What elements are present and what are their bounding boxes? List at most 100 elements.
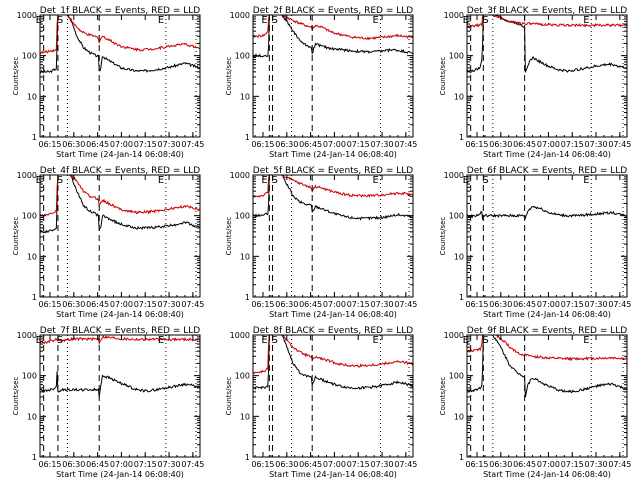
x-tick-label: 06:30: [62, 300, 85, 309]
y-tick-label: 1: [245, 133, 250, 142]
x-axis-label: Start Time (24-Jan-14 06:08:40): [269, 470, 397, 479]
chart-title: Det_9f BLACK = Events, RED = LLD: [467, 326, 627, 336]
marker-label: E: [158, 175, 164, 186]
marker-label: E: [158, 335, 164, 346]
x-tick-label: 07:15: [134, 460, 157, 469]
chart-title: Det_7f BLACK = Events, RED = LLD: [40, 326, 200, 336]
x-tick-label: 07:30: [158, 300, 181, 309]
y-tick-label: 1: [459, 133, 464, 142]
x-tick-label: 07:30: [158, 460, 181, 469]
y-axis-label: Counts/sec: [225, 377, 233, 416]
y-axis-label: Counts/sec: [439, 377, 447, 416]
marker-label: E: [583, 175, 589, 186]
y-tick-label: 1000: [444, 331, 464, 340]
series-events-line: [40, 15, 200, 74]
chart-title: Det_4f BLACK = Events, RED = LLD: [40, 166, 200, 176]
x-tick-label: 06:15: [251, 140, 274, 149]
x-tick-label: 07:15: [561, 300, 584, 309]
y-tick-label: 100: [22, 372, 37, 381]
x-tick-label: 07:00: [110, 140, 133, 149]
y-tick-label: 1: [32, 293, 37, 302]
series-lld-line: [253, 15, 413, 41]
series-events-line: [467, 15, 627, 74]
chart-title: Det_6f BLACK = Events, RED = LLD: [467, 166, 627, 176]
y-tick-label: 100: [22, 212, 37, 221]
x-tick-label: 07:00: [323, 140, 346, 149]
marker-label: E: [372, 175, 378, 186]
series-lld-line: [40, 15, 200, 55]
x-axis-label: Start Time (24-Jan-14 06:08:40): [56, 310, 184, 319]
x-tick-label: 07:45: [394, 300, 417, 309]
marker-label: E: [36, 335, 42, 346]
marker-label: E: [261, 335, 267, 346]
marker-label: S: [57, 15, 63, 26]
x-axis-label: Start Time (24-Jan-14 06:08:40): [56, 150, 184, 159]
y-axis-label: Counts/sec: [225, 217, 233, 256]
x-tick-label: 07:00: [110, 460, 133, 469]
y-tick-label: 1000: [17, 331, 37, 340]
chart-title: Det_8f BLACK = Events, RED = LLD: [253, 326, 413, 336]
plot-frame: [39, 14, 201, 138]
marker-label: E: [372, 15, 378, 26]
x-tick-label: 07:00: [537, 460, 560, 469]
x-tick-label: 07:15: [347, 140, 370, 149]
x-tick-label: 07:00: [537, 300, 560, 309]
y-tick-label: 1000: [17, 11, 37, 20]
series-lld-line: [40, 175, 200, 218]
plot-frame: [466, 14, 628, 138]
x-tick-label: 06:30: [489, 460, 512, 469]
x-tick-label: 06:30: [275, 300, 298, 309]
x-axis-label: Start Time (24-Jan-14 06:08:40): [269, 310, 397, 319]
plot-frame: [39, 334, 201, 458]
marker-label: S: [272, 15, 278, 26]
marker-label: E: [261, 175, 267, 186]
x-tick-label: 07:15: [134, 300, 157, 309]
marker-label: E: [372, 335, 378, 346]
x-tick-label: 07:15: [561, 140, 584, 149]
x-tick-label: 07:00: [537, 140, 560, 149]
y-tick-label: 1000: [444, 171, 464, 180]
y-tick-label: 100: [449, 212, 464, 221]
marker-label: S: [57, 175, 63, 186]
x-tick-label: 07:30: [371, 300, 394, 309]
x-tick-label: 07:45: [181, 140, 204, 149]
y-tick-label: 1000: [444, 11, 464, 20]
y-tick-label: 10: [454, 92, 464, 101]
x-tick-label: 06:30: [489, 300, 512, 309]
x-tick-label: 07:30: [371, 140, 394, 149]
x-tick-label: 06:45: [299, 300, 322, 309]
x-tick-label: 07:15: [347, 300, 370, 309]
y-tick-label: 1: [459, 453, 464, 462]
chart-title: Det_1f BLACK = Events, RED = LLD: [40, 6, 200, 16]
x-tick-label: 07:45: [608, 140, 631, 149]
chart-title: Det_5f BLACK = Events, RED = LLD: [253, 166, 413, 176]
marker-label: S: [272, 335, 278, 346]
marker-label: S: [482, 15, 488, 26]
chart-title: Det_2f BLACK = Events, RED = LLD: [253, 6, 413, 16]
x-tick-label: 06:15: [465, 460, 488, 469]
x-tick-label: 06:45: [86, 300, 109, 309]
y-tick-label: 1000: [230, 331, 250, 340]
marker-label: S: [482, 335, 488, 346]
marker-label: S: [482, 175, 488, 186]
x-tick-label: 06:15: [465, 300, 488, 309]
x-axis-label: Start Time (24-Jan-14 06:08:40): [483, 150, 611, 159]
series-events-line: [467, 205, 627, 220]
series-lld-line: [467, 335, 627, 362]
x-tick-label: 06:30: [62, 140, 85, 149]
y-tick-label: 100: [235, 372, 250, 381]
plot-frame: [466, 334, 628, 458]
y-axis-label: Counts/sec: [439, 217, 447, 256]
x-tick-label: 07:45: [608, 300, 631, 309]
y-tick-label: 10: [240, 412, 250, 421]
x-tick-label: 06:30: [275, 460, 298, 469]
y-axis-label: Counts/sec: [225, 57, 233, 96]
x-tick-label: 07:30: [585, 300, 608, 309]
marker-label: E: [36, 15, 42, 26]
marker-label: E: [583, 335, 589, 346]
